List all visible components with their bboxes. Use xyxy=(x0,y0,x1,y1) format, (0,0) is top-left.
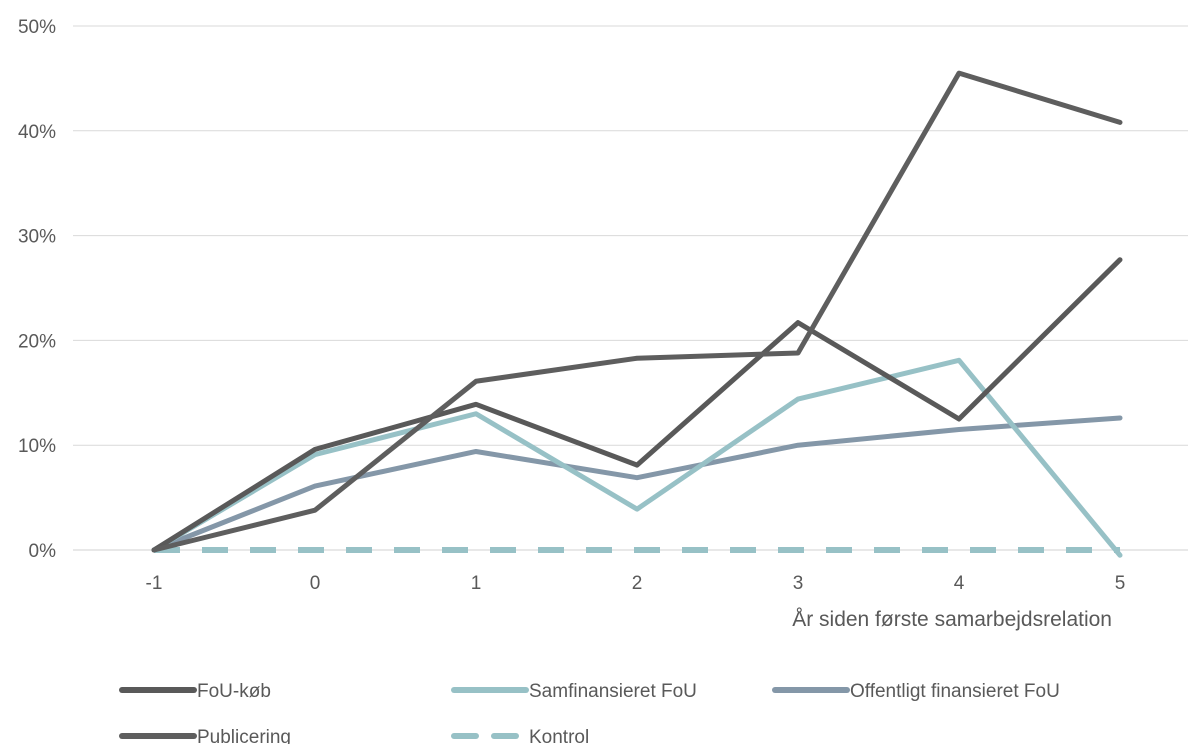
legend-label: Kontrol xyxy=(529,727,589,744)
x-tick-label: 0 xyxy=(310,573,321,594)
series-line-publicering xyxy=(151,70,1123,553)
x-tick-label: -1 xyxy=(146,573,163,594)
y-tick-label: 20% xyxy=(18,331,56,352)
legend-item: Publicering xyxy=(119,727,291,744)
gridlines xyxy=(73,25,1188,551)
series-lines xyxy=(151,70,1123,558)
legend-label: FoU-køb xyxy=(197,681,271,702)
legend-label: Publicering xyxy=(197,727,291,744)
legend-item: Kontrol xyxy=(451,727,589,744)
x-tick-label: 2 xyxy=(632,573,643,594)
legend-label: Offentligt finansieret FoU xyxy=(850,681,1060,702)
legend-item: Samfinansieret FoU xyxy=(451,681,697,702)
y-tick-label: 10% xyxy=(18,436,56,457)
legend-label: Samfinansieret FoU xyxy=(529,681,697,702)
y-tick-label: 0% xyxy=(29,541,57,562)
x-tick-label: 4 xyxy=(954,573,965,594)
x-tick-label: 1 xyxy=(471,573,482,594)
series-line-fou-køb xyxy=(151,257,1123,553)
legend-item: Offentligt finansieret FoU xyxy=(772,681,1060,702)
x-tick-label: 3 xyxy=(793,573,804,594)
y-tick-label: 40% xyxy=(18,122,56,143)
series-line-samfinansieret-fou xyxy=(151,357,1123,558)
legend: FoU-køb Samfinansieret FoU Offentligt fina… xyxy=(119,681,1060,744)
legend-item: FoU-køb xyxy=(119,681,271,702)
series-line-offentligt-finansieret-fou xyxy=(151,415,1123,553)
y-tick-label: 50% xyxy=(18,17,56,38)
x-tick-label: 5 xyxy=(1115,573,1126,594)
x-axis-title: År siden første samarbejdsrelation xyxy=(792,608,1112,631)
x-axis-ticks: -1 0 1 2 3 4 5 xyxy=(146,573,1126,594)
y-axis-ticks: 0% 10% 20% 30% 40% 50% xyxy=(18,17,56,562)
y-tick-label: 30% xyxy=(18,227,56,248)
